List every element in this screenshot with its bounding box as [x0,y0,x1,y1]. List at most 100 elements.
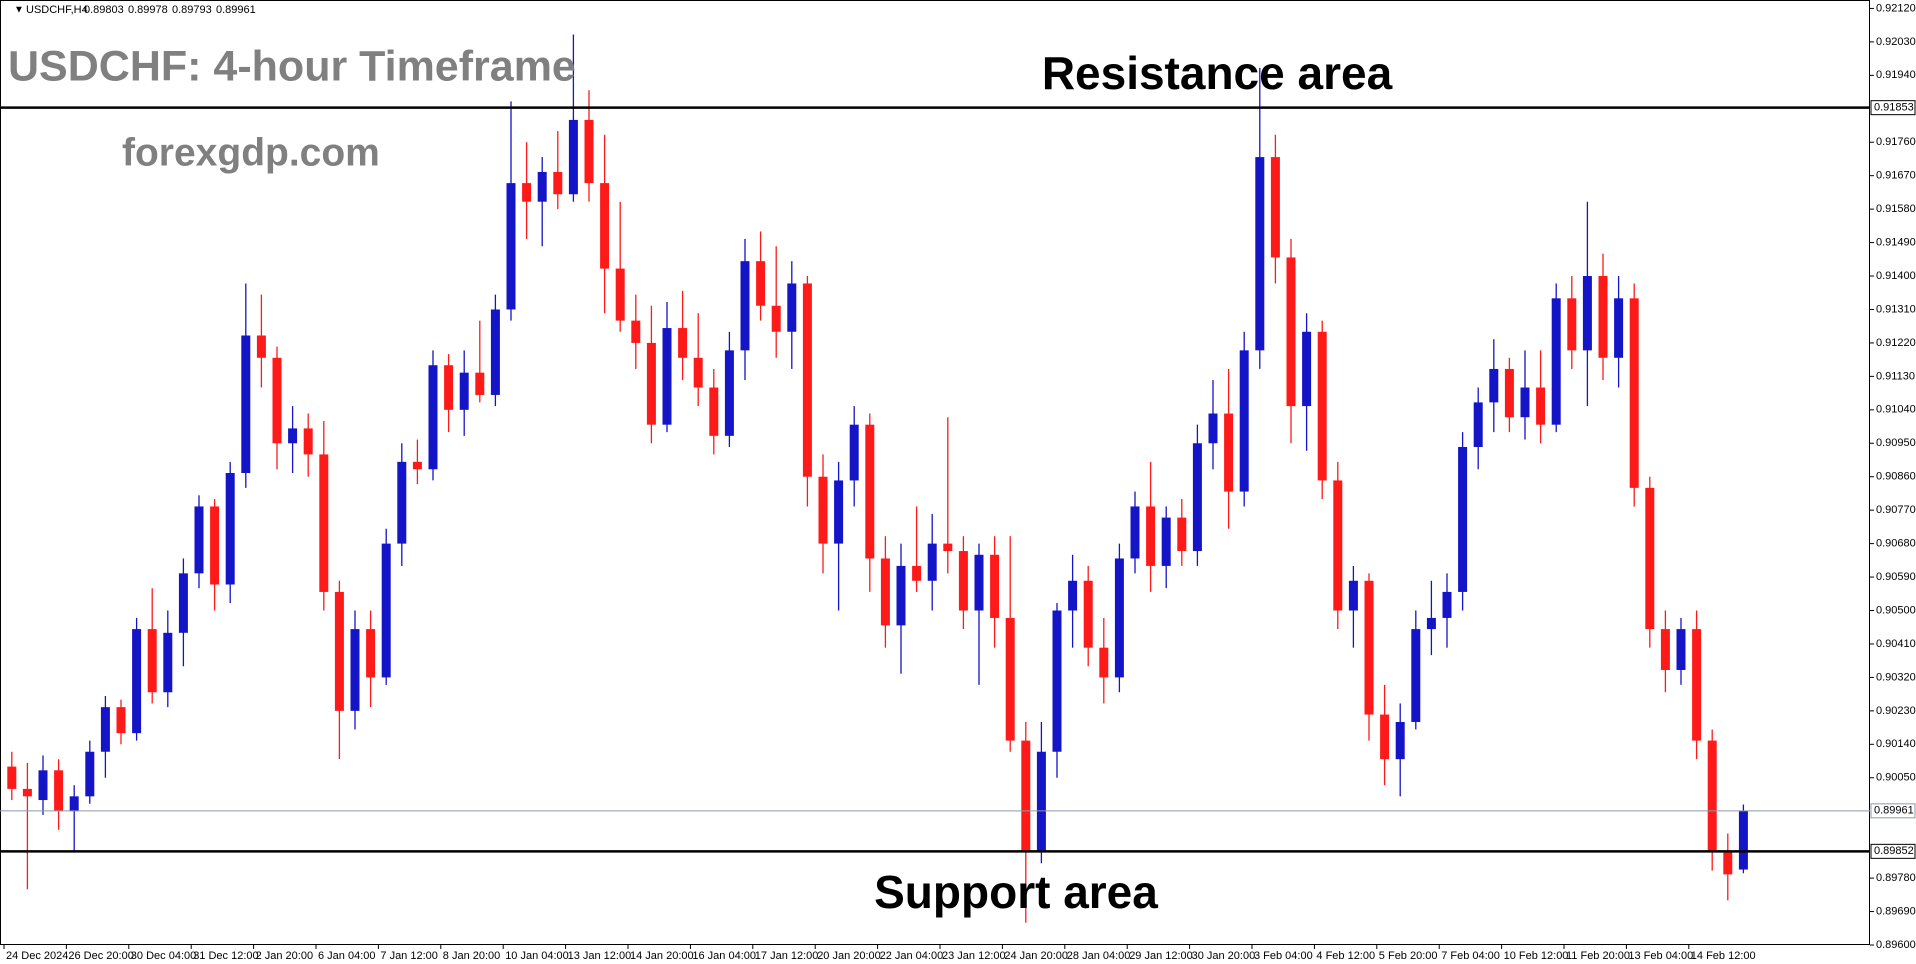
candle-body [974,554,984,611]
y-tick-label: 0.91940 [1876,69,1916,81]
candle-body [1130,506,1140,559]
candle-body [475,372,485,395]
y-tick-label: 0.90230 [1876,705,1916,717]
candle-body [802,283,812,477]
x-tick-label: 24 Jan 20:00 [1004,950,1068,962]
candle-body [522,183,532,202]
candle-body [1333,480,1343,611]
candle-body [69,796,79,812]
level-box [1870,843,1916,859]
candle-body [1629,298,1639,488]
candle-body [1676,629,1686,670]
candle-body [943,543,953,552]
y-tick-label: 0.91760 [1876,136,1916,148]
candle-body [1286,257,1296,407]
x-tick-label: 13 Jan 12:00 [568,950,632,962]
x-tick-label: 30 Jan 20:00 [1192,950,1256,962]
candle-body [1036,751,1046,853]
y-tick-label: 0.89690 [1876,905,1916,917]
candle-body [1208,413,1218,444]
candle-body [459,372,469,410]
candle-body [1317,331,1327,481]
y-tick-label: 0.90590 [1876,571,1916,583]
candle-body [303,428,313,455]
x-tick-label: 4 Feb 12:00 [1316,950,1375,962]
candle-body [1551,298,1561,425]
candle-body [1005,617,1015,741]
x-tick-label: 8 Jan 20:00 [443,950,501,962]
candle-body [319,454,329,592]
candle-body [600,183,610,269]
candle-body [1146,506,1156,566]
y-tick-label: 0.90770 [1876,504,1916,516]
y-tick-label: 0.90050 [1876,772,1916,784]
plot-frame [0,0,1870,945]
candle-body [116,707,126,734]
candle-body [1302,331,1312,407]
candle-body [1426,617,1436,630]
candle-body [178,573,188,633]
candle-body [1395,722,1405,760]
candle-body [1114,558,1124,678]
candle-body [1598,276,1608,358]
candle-body [1224,413,1234,492]
candle-body [1255,157,1265,351]
candle-body [849,424,859,481]
candle-body [787,283,797,332]
candle-body [1099,647,1109,678]
chart-title: USDCHF: 4-hour Timeframe [8,42,576,90]
candle-body [54,770,64,812]
candle-body [896,565,906,626]
x-tick-label: 17 Jan 12:00 [755,950,819,962]
candle-body [584,119,594,184]
x-tick-label: 30 Dec 04:00 [131,950,196,962]
x-tick-label: 10 Feb 12:00 [1504,950,1569,962]
candle-body [912,565,922,581]
candle-body [537,171,547,202]
candle-body [818,476,828,544]
candle-body [927,543,937,581]
candle-body [194,506,204,574]
x-tick-label: 5 Feb 20:00 [1379,950,1438,962]
candle-body [1645,487,1655,630]
candle-body [1442,591,1452,618]
level-label: 0.89852 [1874,845,1914,857]
candle-body [1567,298,1577,351]
candle-body [210,506,220,585]
candle-body [428,365,438,470]
candle-body [1582,276,1592,351]
candle-body [1458,446,1468,592]
y-tick-label: 0.90500 [1876,604,1916,616]
x-tick-label: 14 Feb 12:00 [1691,950,1756,962]
y-tick-label: 0.89600 [1876,939,1916,951]
y-tick-label: 0.91310 [1876,303,1916,315]
current-price-box [1870,803,1916,819]
candle-body [225,473,235,585]
x-tick-label: 22 Jan 04:00 [880,950,944,962]
y-tick-label: 0.91400 [1876,270,1916,282]
subtitle: forexgdp.com [122,131,380,174]
menu-arrow: ▼ [14,5,24,16]
candle-body [1348,580,1358,611]
support-annotation: Support area [874,866,1158,918]
candle-body [553,171,563,195]
candle-body [615,268,625,321]
candle-body [1707,740,1717,853]
y-tick-label: 0.92030 [1876,36,1916,48]
x-tick-label: 23 Jan 12:00 [942,950,1006,962]
x-tick-label: 26 Dec 20:00 [68,950,133,962]
candle-body [256,335,266,358]
candle-body [1520,387,1530,418]
candle-body [1177,517,1187,552]
candle-body [163,632,173,693]
candle-body [1692,629,1702,741]
candle-body [1052,610,1062,752]
candle-body [709,387,719,436]
low-value: 0.89793 [172,4,212,16]
candle-body [1536,387,1546,425]
candle-body [646,342,656,425]
high-value: 0.89978 [128,4,168,16]
y-tick-label: 0.90140 [1876,738,1916,750]
current-price-label: 0.89961 [1874,805,1914,817]
